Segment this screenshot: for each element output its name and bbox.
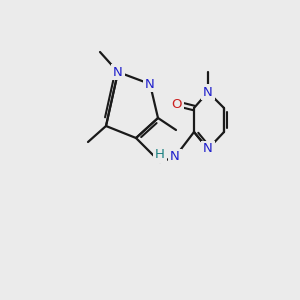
Text: N: N [145, 77, 155, 91]
Text: N: N [203, 142, 213, 155]
Text: N: N [170, 151, 180, 164]
Text: N: N [203, 85, 213, 98]
Text: O: O [172, 98, 182, 110]
Text: H: H [155, 148, 165, 161]
Text: N: N [113, 65, 123, 79]
